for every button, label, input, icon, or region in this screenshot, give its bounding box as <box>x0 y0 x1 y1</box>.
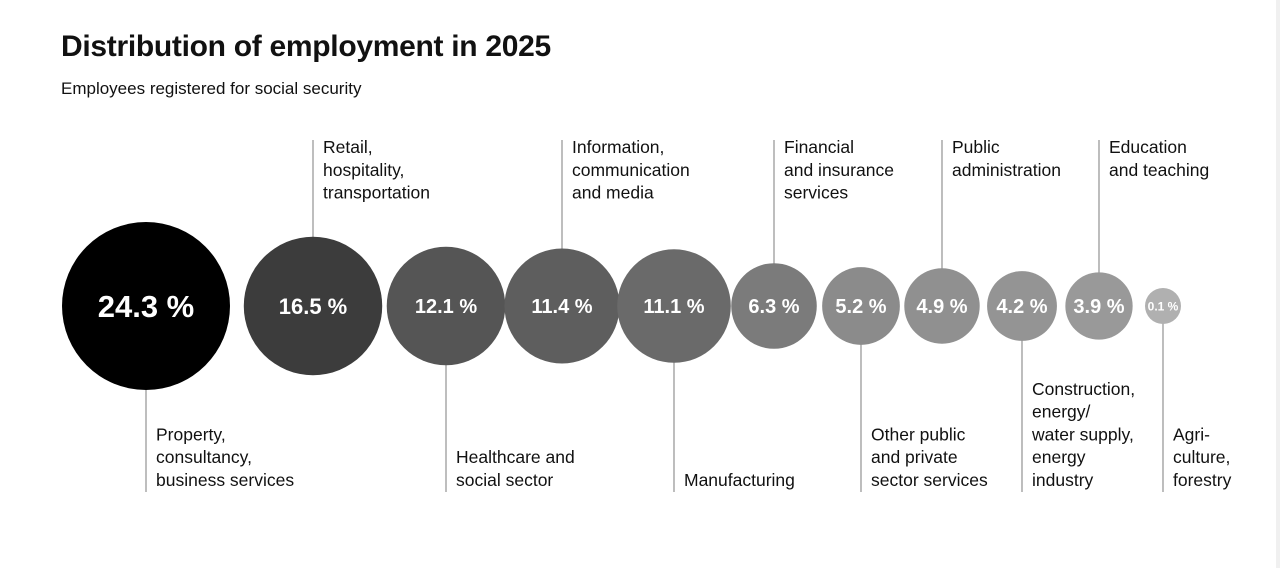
category-label: transportation <box>323 183 430 203</box>
category-label: Public <box>952 137 1000 157</box>
category-label: energy/ <box>1032 402 1091 422</box>
category-label: Education <box>1109 137 1187 157</box>
bubble-group: 11.4 % Information, communication and media <box>504 137 690 364</box>
bubble-group: 11.1 % Manufacturing <box>617 249 795 492</box>
bubble <box>987 271 1057 341</box>
category-label: Information, <box>572 137 664 157</box>
bubble <box>504 248 620 364</box>
category-label: and insurance <box>784 160 894 180</box>
bubble-group: 12.1 % Healthcare and social sector <box>386 246 575 492</box>
value-label: 0.1 % <box>1148 299 1179 313</box>
value-label: 4.2 % <box>996 296 1047 318</box>
category-label: communication <box>572 160 690 180</box>
value-label: 4.9 % <box>916 296 967 318</box>
category-label: business services <box>156 470 294 490</box>
category-label: water supply, <box>1031 424 1134 444</box>
bubble-group: 6.3 % Financial and insurance services <box>731 137 894 349</box>
bubble-group: 16.5 % Retail, hospitality, transportation <box>243 137 430 376</box>
bubble <box>1145 288 1181 324</box>
category-label: Construction, <box>1032 379 1135 399</box>
category-label: hospitality, <box>323 160 404 180</box>
bubble <box>731 263 817 349</box>
bubble <box>243 236 383 376</box>
chart-subtitle: Employees registered for social security <box>61 79 362 98</box>
category-label: and teaching <box>1109 160 1209 180</box>
category-label: Financial <box>784 137 854 157</box>
bubble <box>822 267 900 345</box>
bubble-group: 24.3 % Property, consultancy, business serv… <box>62 222 294 492</box>
category-label: culture, <box>1173 447 1230 467</box>
bubble-group: 3.9 % Education and teaching <box>1065 137 1209 340</box>
category-label: Healthcare and <box>456 447 575 467</box>
right-edge-band <box>1276 0 1280 568</box>
value-label: 3.9 % <box>1073 296 1124 318</box>
bubble <box>62 222 230 390</box>
category-label: consultancy, <box>156 447 252 467</box>
category-label: services <box>784 183 848 203</box>
category-label: administration <box>952 160 1061 180</box>
category-label: sector services <box>871 470 988 490</box>
category-label: energy <box>1032 447 1086 467</box>
value-label: 5.2 % <box>835 296 886 318</box>
bubble <box>386 246 506 366</box>
category-label: and private <box>871 447 958 467</box>
category-label: Retail, <box>323 137 373 157</box>
bubble <box>1065 272 1133 340</box>
value-label: 6.3 % <box>748 296 799 318</box>
bubble <box>617 249 731 363</box>
category-label: Manufacturing <box>684 470 795 490</box>
chart-title: Distribution of employment in 2025 <box>61 30 551 63</box>
category-label: industry <box>1032 470 1094 490</box>
category-label: social sector <box>456 470 553 490</box>
bubble-group: 5.2 % Other public and private sector servi… <box>822 267 988 492</box>
value-label: 12.1 % <box>415 296 477 318</box>
category-label: Other public <box>871 424 966 444</box>
category-label: Agri- <box>1173 424 1210 444</box>
value-label: 11.4 % <box>531 296 592 318</box>
category-label: and media <box>572 183 654 203</box>
category-label: Property, <box>156 424 226 444</box>
bubble-group: 4.2 % Construction, energy/water supply, en… <box>987 271 1135 492</box>
bubble-group: 4.9 % Public administration <box>904 137 1061 344</box>
category-label: forestry <box>1173 470 1232 490</box>
value-label: 11.1 % <box>643 296 704 318</box>
value-label: 16.5 % <box>279 294 348 319</box>
value-label: 24.3 % <box>98 289 195 324</box>
bubble-group: 0.1 % Agri-culture, forestry <box>1145 288 1232 492</box>
bubble <box>904 268 980 344</box>
